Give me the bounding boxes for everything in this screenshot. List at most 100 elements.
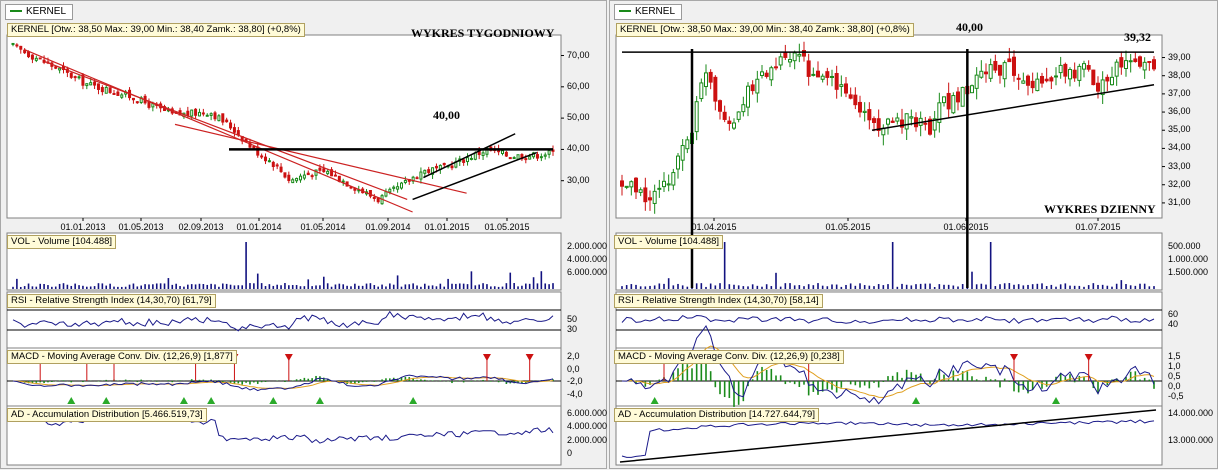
volume-bar [241,285,243,289]
candle-down [1041,76,1044,83]
volume-bar [63,283,65,289]
macd-histogram-bar [241,381,243,385]
macd-histogram-bar [156,381,158,382]
macd-histogram-bar [385,378,387,381]
candle-down [451,166,453,168]
ad-tick-label: 13.000.000 [1168,435,1213,445]
volume-bar [864,285,866,289]
volume-bar [513,283,515,289]
macd-histogram-bar [171,381,173,382]
candle-down [307,173,309,174]
macd-histogram-bar [471,381,473,382]
daily-legend-tab[interactable]: KERNEL [614,4,682,20]
x-tick-label: 01.01.2013 [60,222,105,232]
candle-down [849,95,852,98]
candle-down [1017,78,1020,79]
volume-bar [125,287,127,289]
macd-histogram-bar [59,380,61,381]
candle-down [1008,59,1011,62]
volume-bar [682,285,684,289]
volume-bar [265,286,267,289]
candle-down [428,170,430,173]
macd-histogram-bar [482,380,484,381]
volume-bar [743,286,745,289]
weekly-legend-tab[interactable]: KERNEL [5,4,73,20]
volume-bar [206,285,208,289]
volume-bar [98,283,100,289]
volume-bar [230,285,232,289]
candle-up [467,158,469,162]
volume-bar [934,287,936,289]
volume-bar [144,284,146,289]
candle-up [971,86,974,93]
macd-histogram-bar [137,381,139,382]
candle-down [280,167,282,171]
volume-bar [16,279,18,289]
candle-up [206,115,208,116]
volume-bar [631,284,633,289]
volume-bar [1009,283,1011,289]
macd-histogram-bar [892,376,894,381]
volume-bar [443,287,445,289]
volume-bar [715,285,717,289]
weekly-rsi-label: RSI - Relative Strength Index (14,30,70)… [7,294,216,308]
volume-bar [354,284,356,289]
candle-down [751,85,754,91]
volume-bar [995,286,997,289]
macd-histogram-bar [878,381,880,387]
candle-up [1036,79,1039,90]
volume-bar [1065,283,1067,289]
candle-up [700,83,703,99]
candle-down [117,92,119,95]
volume-bar [47,285,49,289]
candle-up [296,178,298,180]
candle-down [253,146,255,147]
candle-down [233,128,235,133]
macd-histogram-bar [929,381,931,384]
candle-down [985,72,988,74]
volume-bar [401,287,403,289]
volume-bar [311,286,313,289]
candle-up [625,186,628,187]
candle-up [191,110,193,116]
volume-bar [640,286,642,289]
macd-tick-label: 1,5 [1168,351,1181,361]
candle-up [540,157,542,158]
candle-up [482,153,484,156]
candle-down [1092,70,1095,84]
candle-up [121,95,123,97]
candle-down [1027,76,1030,85]
vol-tick-label: 500.000 [1168,241,1201,251]
volume-bar [789,283,791,289]
volume-bar [1013,285,1015,289]
macd-histogram-bar [845,381,847,382]
volume-bar [171,285,173,289]
candle-up [1069,70,1072,79]
candle-up [779,57,782,65]
macd-histogram-bar [366,381,368,382]
macd-histogram-bar [738,381,740,405]
weekly-resistance-annotation: 40,00 [433,108,460,123]
volume-bar [906,285,908,289]
volume-bar [705,287,707,289]
volume-bar [948,285,950,289]
volume-bar [850,283,852,289]
volume-bar [261,283,263,289]
volume-bar [878,284,880,289]
volume-bar [269,284,271,289]
volume-bar [432,285,434,289]
candle-up [686,140,689,149]
macd-histogram-bar [771,369,773,381]
y-tick-label: 30,00 [567,175,590,185]
macd-histogram-bar [300,379,302,381]
candle-up [299,176,301,180]
macd-histogram-bar [70,381,72,382]
candle-down [70,73,72,77]
volume-bar [827,286,829,289]
volume-bar [475,285,477,289]
volume-bar [67,285,69,289]
macd-histogram-bar [206,380,208,381]
volume-bar [915,284,917,289]
volume-bar [168,278,170,289]
macd-histogram-bar [257,381,259,384]
